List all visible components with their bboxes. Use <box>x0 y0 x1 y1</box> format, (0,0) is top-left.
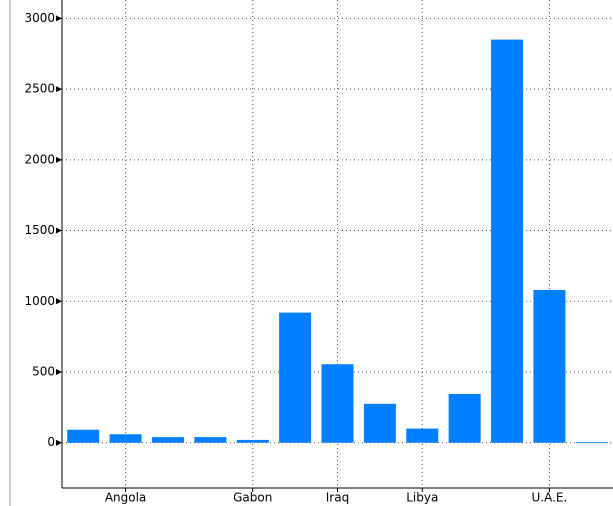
y-tick-mark <box>56 298 62 305</box>
bar <box>406 428 439 443</box>
y-tick-mark <box>56 227 62 234</box>
bar <box>448 393 481 443</box>
bar <box>491 39 524 443</box>
y-tick-mark <box>56 15 62 22</box>
y-tick-label: 500 <box>32 365 55 379</box>
x-tick-label: Angola <box>105 491 146 505</box>
x-tick-label: Libya <box>406 491 438 505</box>
bar <box>109 434 142 443</box>
bar <box>321 364 354 443</box>
x-tick-label: U.A.E. <box>532 491 568 505</box>
bar <box>575 442 608 443</box>
y-tick-mark <box>56 369 62 376</box>
x-tick-label: Gabon <box>233 491 272 505</box>
y-tick-mark <box>56 156 62 163</box>
x-tick-label: Iraq <box>326 491 349 505</box>
y-tick-label: 1000 <box>24 294 55 308</box>
y-tick-label: 2500 <box>24 82 55 96</box>
y-tick-label: 3000 <box>24 11 55 25</box>
bar <box>363 403 396 443</box>
y-tick-label: 1500 <box>24 223 55 237</box>
y-tick-label: 2000 <box>24 152 55 166</box>
bar <box>533 289 566 443</box>
bar <box>236 439 269 443</box>
bar <box>279 312 312 443</box>
y-tick-label: 0 <box>47 435 55 449</box>
bar <box>67 429 100 443</box>
y-tick-mark <box>56 86 62 93</box>
bar <box>194 437 227 443</box>
y-tick-mark <box>56 439 62 446</box>
bar <box>151 437 184 443</box>
